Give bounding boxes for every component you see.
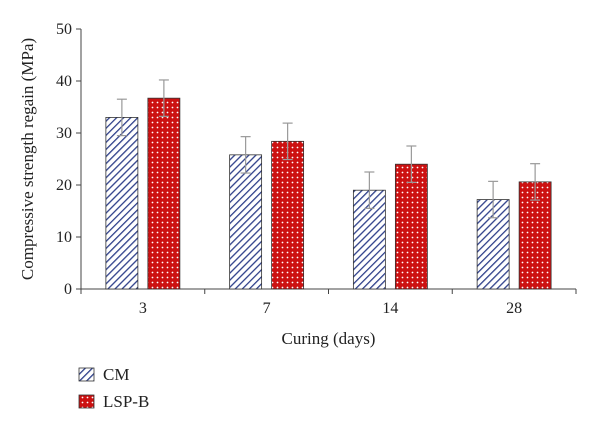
y-tick-label: 40 (56, 73, 72, 90)
y-axis-label: Compressive strength regain (MPa) (18, 38, 37, 280)
bar-cm-7 (229, 154, 263, 290)
x-tick-label: 7 (263, 300, 271, 317)
y-ticks: 0 10 20 30 40 50 (56, 21, 81, 298)
bar-lsp-b-14 (394, 163, 428, 290)
error-bars (116, 79, 541, 219)
y-tick-label: 0 (64, 281, 72, 298)
x-tick-label: 3 (139, 300, 147, 317)
x-tick-label: 14 (382, 300, 398, 317)
y-tick-label: 30 (56, 125, 72, 142)
bars (105, 97, 552, 290)
x-axis-label: Curing (days) (282, 329, 376, 348)
legend-swatch-lsp-b (78, 394, 95, 409)
legend-label-lsp-b: LSP-B (103, 392, 149, 411)
y-tick-label: 50 (56, 21, 72, 38)
y-tick-label: 10 (56, 229, 72, 246)
y-tick-label: 20 (56, 177, 72, 194)
x-ticks: 3 7 14 28 (80, 289, 577, 317)
legend-swatch-cm (78, 367, 95, 382)
x-tick-label: 28 (506, 300, 522, 317)
bar-lsp-b-7 (271, 140, 305, 290)
bar-lsp-b-3 (147, 97, 181, 290)
bar-cm-28 (476, 199, 510, 290)
bar-cm-14 (352, 189, 386, 290)
plot-area: 0 10 20 30 40 50 3 7 14 28 (56, 21, 577, 317)
bar-cm-3 (105, 117, 139, 290)
legend: CM LSP-B (78, 365, 149, 411)
legend-label-cm: CM (103, 365, 129, 384)
